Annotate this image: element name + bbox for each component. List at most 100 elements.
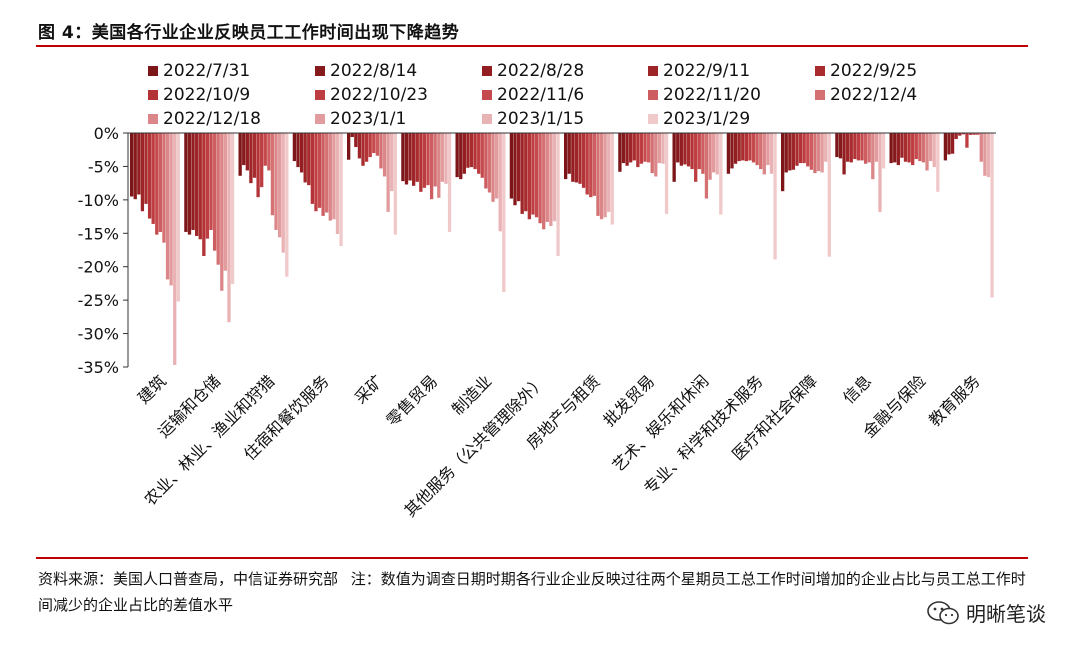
legend-label: 2022/8/14	[330, 61, 417, 81]
y-tick-label: -10%	[78, 191, 119, 210]
bar	[198, 133, 202, 240]
bar	[238, 133, 242, 176]
legend-swatch	[648, 66, 658, 76]
bar	[683, 133, 687, 165]
bar	[531, 133, 535, 215]
bar	[607, 133, 611, 212]
bar	[769, 133, 774, 174]
bar-chart: 2022/7/31 2022/8/14 2022/8/28 2022/9/11 2022…	[78, 61, 996, 521]
bar	[676, 133, 680, 163]
source-note: 资料来源：美国人口普查局，中信证券研究部 注：数值为调查日期时期各行业企业反映过…	[38, 566, 1038, 618]
bar	[252, 133, 257, 178]
bar	[379, 133, 383, 169]
bar	[393, 133, 397, 235]
bar	[629, 133, 633, 163]
bar	[618, 133, 622, 172]
legend-label: 2023/1/15	[497, 109, 584, 129]
bar	[209, 133, 213, 230]
bar	[429, 133, 434, 200]
bar	[986, 133, 991, 178]
x-tick-label: 艺术、娱乐和休闲	[608, 371, 712, 475]
bar	[412, 133, 416, 186]
legend-swatch	[482, 66, 492, 76]
bar	[216, 133, 220, 265]
bar	[871, 133, 875, 180]
bar	[936, 133, 940, 192]
bar	[701, 133, 705, 174]
bar	[813, 133, 817, 174]
bar	[719, 133, 723, 215]
bar	[444, 133, 448, 184]
bar	[697, 133, 701, 170]
bar	[147, 133, 152, 219]
bar	[361, 133, 365, 166]
bar	[527, 133, 531, 220]
bar	[878, 133, 882, 212]
bar	[321, 133, 325, 216]
bar	[328, 133, 332, 221]
bar	[928, 133, 933, 162]
bar	[455, 133, 459, 178]
bar	[610, 133, 614, 225]
bar	[592, 133, 597, 196]
bar	[694, 133, 698, 182]
x-tick-label: 采矿	[351, 371, 387, 407]
legend-swatch	[482, 114, 492, 124]
bar	[401, 133, 405, 182]
x-tick-label: 教育服务	[925, 371, 984, 430]
bar	[274, 133, 278, 230]
bar	[299, 133, 304, 173]
bar	[494, 133, 499, 199]
bar	[292, 133, 297, 162]
bar	[307, 133, 311, 186]
bar	[654, 133, 658, 177]
bar	[270, 133, 275, 216]
watermark: 明晰笔谈	[926, 598, 1046, 627]
bar	[545, 133, 549, 222]
bar	[795, 133, 799, 166]
note-text: 注：数值为调查日期时期各行业企业反映过往两个星期员工总工作时间增加的企业占比与员…	[38, 570, 1026, 614]
bar	[459, 133, 463, 180]
bar	[657, 133, 662, 164]
bar	[860, 133, 864, 161]
legend-label: 2022/10/9	[163, 85, 250, 105]
bar	[296, 133, 300, 168]
bar	[643, 133, 647, 162]
bar	[552, 133, 557, 222]
bar	[498, 133, 502, 232]
bar	[242, 133, 246, 166]
bar	[155, 133, 159, 235]
y-axis: 0% -5% -10% -15% -20% -25% -30% -35%	[78, 124, 129, 377]
bar	[625, 133, 629, 166]
legend-label: 2022/10/23	[330, 85, 428, 105]
bar	[332, 133, 336, 220]
legend-label: 2022/12/18	[163, 109, 261, 129]
bar	[603, 133, 607, 218]
bar	[788, 133, 792, 171]
bar	[711, 133, 716, 173]
bar	[502, 133, 506, 293]
bar	[571, 133, 575, 182]
bar	[469, 133, 474, 168]
bar	[277, 133, 282, 238]
bar	[520, 133, 524, 214]
bar	[773, 133, 777, 260]
bar	[447, 133, 452, 232]
bar	[979, 133, 983, 162]
bar	[426, 133, 430, 186]
bar	[664, 133, 669, 214]
bar	[415, 133, 419, 182]
bar	[513, 133, 517, 206]
bar	[726, 133, 731, 174]
bar	[564, 133, 568, 180]
bar	[737, 133, 741, 162]
bar	[976, 133, 980, 136]
bar	[766, 133, 770, 166]
legend-swatch	[648, 90, 658, 100]
bar	[943, 133, 948, 161]
bar	[408, 133, 412, 181]
source-label: 资料来源：美国人口普查局，中信证券研究部	[38, 570, 339, 588]
bar	[874, 133, 879, 162]
bar	[863, 133, 868, 164]
bar	[838, 133, 843, 159]
